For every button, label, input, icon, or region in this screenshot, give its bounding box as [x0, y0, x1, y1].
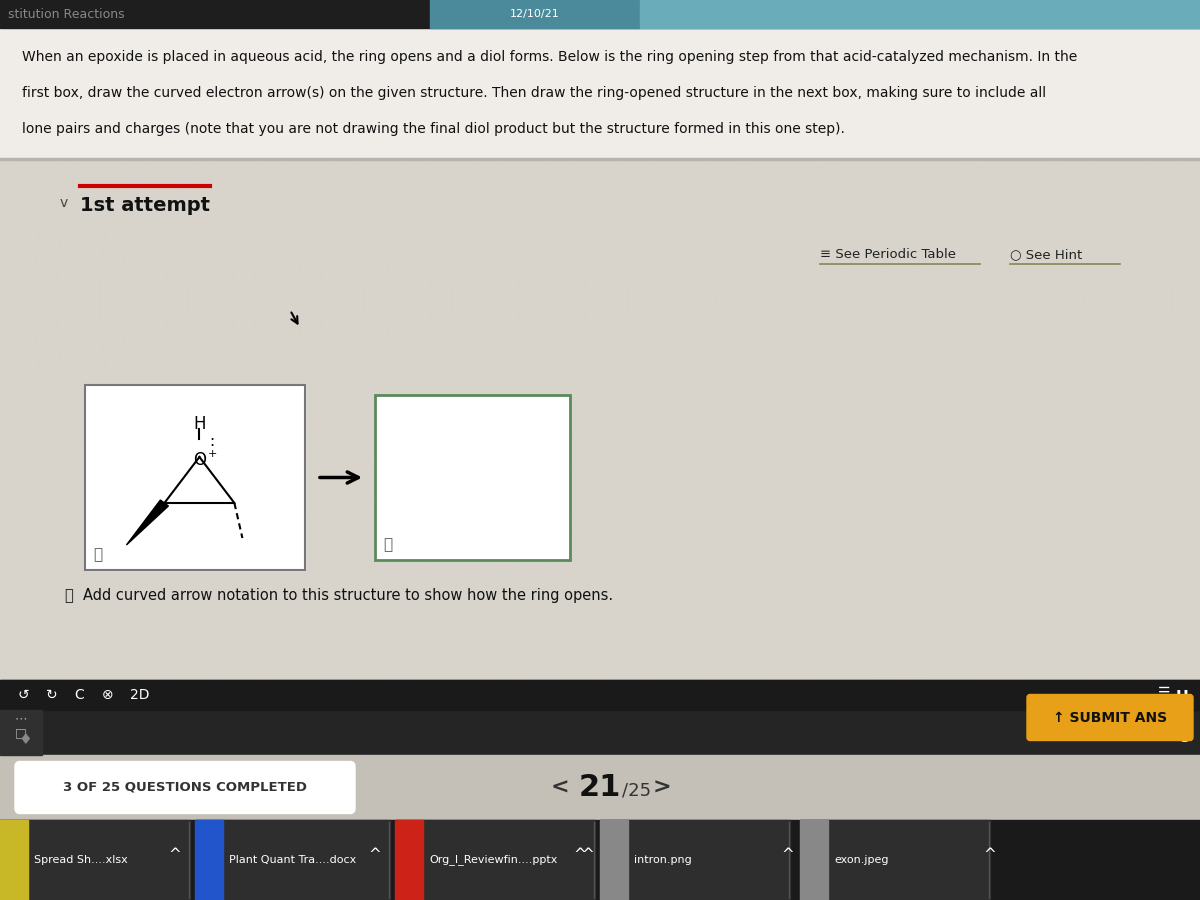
Bar [600, 820, 628, 900]
Text: ⓘ  Add curved arrow notation to this structure to show how the ring opens.: ⓘ Add curved arrow notation to this stru… [65, 588, 613, 603]
Text: ⋯: ⋯ [14, 713, 28, 725]
Text: ⓘ: ⓘ [94, 547, 102, 562]
Text: C: C [1177, 730, 1188, 744]
Bar [0, 820, 190, 900]
Bar [800, 820, 828, 900]
Bar [800, 820, 990, 900]
Text: Org_I_Reviewfin....pptx: Org_I_Reviewfin....pptx [430, 854, 557, 866]
Bar [395, 820, 595, 900]
Text: ♦: ♦ [18, 732, 31, 747]
Bar [0, 28, 1200, 158]
Text: ☰: ☰ [1158, 686, 1170, 700]
Bar [0, 755, 1200, 820]
Text: Plant Quant Tra....docx: Plant Quant Tra....docx [229, 855, 356, 865]
Bar [194, 820, 223, 900]
Bar [0, 680, 1200, 755]
Text: lone pairs and charges (note that you are not drawing the final diol product but: lone pairs and charges (note that you ar… [22, 122, 845, 136]
Text: Spread Sh....xlsx: Spread Sh....xlsx [34, 855, 127, 865]
Bar [85, 385, 305, 570]
Bar [85, 385, 305, 570]
Text: ↻: ↻ [46, 688, 58, 702]
Bar [0, 710, 42, 755]
Text: ^: ^ [781, 848, 794, 862]
Text: ↑ SUBMIT ANS: ↑ SUBMIT ANS [1052, 710, 1168, 724]
Text: 21: 21 [578, 773, 622, 802]
Text: exon.jpeg: exon.jpeg [834, 855, 888, 865]
Text: ≡ See Periodic Table: ≡ See Periodic Table [820, 248, 956, 261]
Text: □: □ [16, 726, 26, 740]
Text: ^: ^ [574, 848, 587, 862]
Text: ^: ^ [368, 848, 382, 862]
Bar [0, 820, 1200, 900]
Polygon shape [126, 500, 168, 545]
Text: ○ See Hint: ○ See Hint [1010, 248, 1082, 261]
Text: ^: ^ [984, 848, 996, 862]
Text: 3 OF 25 QUESTIONS COMPLETED: 3 OF 25 QUESTIONS COMPLETED [64, 781, 307, 794]
Bar [430, 0, 640, 28]
Text: stitution Reactions: stitution Reactions [8, 7, 125, 21]
Bar [374, 395, 570, 560]
Text: /25: /25 [622, 781, 652, 799]
Text: intron.png: intron.png [634, 855, 691, 865]
Bar [194, 820, 390, 900]
Text: H: H [193, 415, 205, 433]
Text: C: C [74, 688, 84, 702]
FancyBboxPatch shape [1027, 695, 1193, 741]
Text: v: v [60, 196, 68, 210]
Bar [0, 680, 1200, 710]
FancyBboxPatch shape [14, 761, 355, 814]
Text: >: > [653, 778, 671, 797]
Text: ↺: ↺ [18, 688, 30, 702]
Text: ⊗: ⊗ [102, 688, 114, 702]
Bar [395, 820, 424, 900]
Text: 1st attempt: 1st attempt [80, 196, 210, 215]
Text: ^: ^ [582, 848, 594, 862]
Bar [600, 820, 790, 900]
Text: H: H [1175, 689, 1188, 705]
Text: :: : [210, 434, 215, 448]
Bar [640, 0, 1200, 28]
Text: first box, draw the curved electron arrow(s) on the given structure. Then draw t: first box, draw the curved electron arro… [22, 86, 1046, 100]
Text: O: O [193, 451, 206, 469]
Text: When an epoxide is placed in aqueous acid, the ring opens and a diol forms. Belo: When an epoxide is placed in aqueous aci… [22, 50, 1078, 64]
Text: 2D: 2D [130, 688, 150, 702]
Bar [374, 395, 570, 560]
Bar [0, 0, 1200, 28]
Text: 12/10/21: 12/10/21 [510, 9, 560, 19]
Text: ⓘ: ⓘ [383, 537, 392, 552]
Text: ^: ^ [169, 848, 181, 862]
Text: <: < [551, 778, 569, 797]
Text: +: + [208, 449, 217, 459]
Bar [0, 820, 28, 900]
Bar [0, 158, 1200, 160]
